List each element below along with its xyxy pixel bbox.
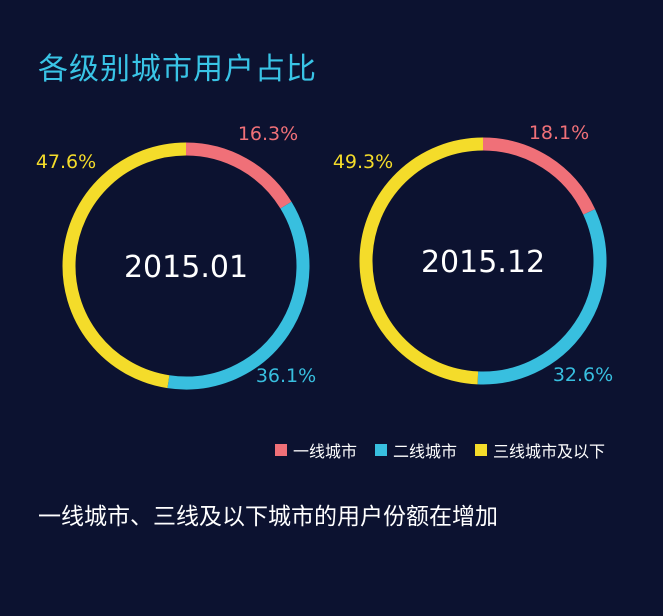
legend-swatch-tier3 bbox=[475, 444, 488, 456]
legend-swatch-tier1 bbox=[275, 444, 287, 456]
legend-item-tier1: 一线城市 bbox=[275, 438, 357, 462]
donut-1-data-label-1: 16.3% bbox=[238, 123, 298, 145]
donut-1-center-label: 2015.01 bbox=[124, 250, 248, 285]
legend-item-tier2: 二线城市 bbox=[375, 438, 457, 462]
donut-2-data-label-1: 18.1% bbox=[529, 122, 589, 144]
legend-label-tier3: 三线城市及以下 bbox=[493, 442, 606, 461]
page-title: 各级别城市用户占比 bbox=[38, 52, 317, 87]
donut-2-slice-2 bbox=[477, 209, 607, 385]
legend-swatch-tier2 bbox=[375, 444, 388, 456]
donut-1-slice-1 bbox=[185, 142, 292, 209]
donut-1-data-label-3: 47.6% bbox=[36, 151, 96, 173]
legend-item-tier3: 三线城市及以下 bbox=[475, 438, 605, 462]
legend-label-tier2: 二线城市 bbox=[393, 442, 458, 461]
donut-2-data-label-3: 49.3% bbox=[333, 151, 393, 173]
caption: 一线城市、三线及以下城市的用户份额在增加 bbox=[38, 504, 498, 530]
donut-2-slice-3 bbox=[359, 137, 484, 385]
donut-2-slice-1 bbox=[482, 137, 596, 215]
donut-2-data-label-2: 32.6% bbox=[553, 364, 613, 386]
donut-1-data-label-2: 36.1% bbox=[256, 365, 316, 387]
legend-label-tier1: 一线城市 bbox=[293, 442, 358, 461]
donut-2-center-label: 2015.12 bbox=[421, 245, 545, 280]
donut-1-slice-3 bbox=[62, 142, 187, 389]
legend: 一线城市 二线城市 三线城市及以下 bbox=[275, 438, 605, 462]
donut-1-slice-2 bbox=[167, 201, 310, 390]
